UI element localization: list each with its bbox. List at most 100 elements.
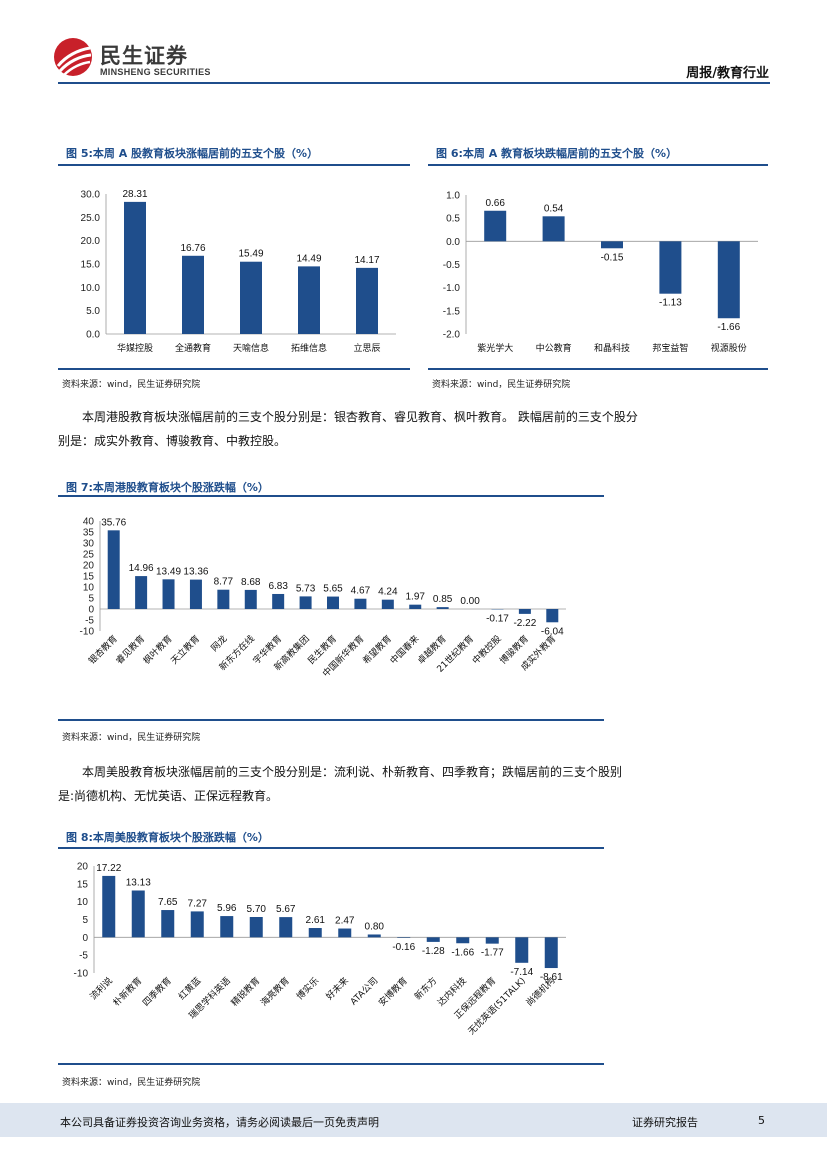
fig7-bar [436, 607, 449, 609]
fig8-bar [102, 875, 116, 938]
fig8-bar [338, 928, 352, 938]
page-number: 5 [758, 1114, 765, 1127]
fig6-bar [659, 241, 682, 294]
fig8-data-label: 5.96 [217, 903, 237, 914]
fig6-category-label: 和晶科技 [594, 342, 630, 354]
fig5-category-label: 立思辰 [353, 342, 380, 354]
fig5-data-label: 16.76 [180, 243, 205, 254]
fig7-bar [135, 576, 148, 609]
fig7-data-label: 13.49 [156, 566, 181, 577]
fig7-bar [518, 609, 531, 614]
fig7-bottom-rule [58, 719, 604, 721]
fig8-source: 资料来源：wind，民生证券研究院 [62, 1078, 201, 1088]
fig8-bar [544, 937, 558, 969]
footer-bar: 本公司具备证券投资咨询业务资格，请务必阅读最后一页免责声明 证券研究报告 5 [0, 1103, 827, 1137]
fig6-title-rule [428, 164, 768, 166]
fig5-data-label: 15.49 [238, 249, 263, 260]
fig7-data-label: 6.83 [268, 581, 288, 592]
header-rule [58, 82, 770, 84]
fig6-ytick-label: 0.5 [446, 214, 460, 225]
fig7-title: 图 7:本周港股教育板块个股涨跌幅（%） [66, 481, 269, 494]
fig5-bottom-rule [58, 368, 410, 370]
fig5-ytick-label: 25.0 [81, 213, 101, 224]
fig7-category-label: 希望教育 [360, 633, 394, 667]
fig7-data-label: 1.97 [406, 592, 426, 603]
fig8-data-label: 2.47 [335, 916, 355, 927]
fig8-bar [279, 917, 293, 938]
fig6-bar [717, 241, 740, 319]
fig7-ytick-label: 20 [83, 561, 95, 572]
fig5-bar [240, 261, 262, 334]
fig5-data-label: 14.17 [354, 255, 379, 266]
fig5-ytick-label: 30.0 [81, 190, 101, 201]
fig5-bar [124, 201, 146, 334]
paragraph-us-stocks: 本周美股教育板块涨幅居前的三支个股分别是：流利说、朴新教育、四季教育；跌幅居前的… [58, 765, 623, 803]
fig7-bar [546, 609, 559, 623]
fig6-ytick-label: -0.5 [443, 260, 461, 271]
fig7-bar [299, 596, 312, 609]
fig8-category-label: 红黄蓝 [176, 975, 204, 1003]
header: 民生证券 MINSHENG SECURITIES 周报/教育行业 [0, 0, 827, 90]
fig7-ytick-label: 30 [83, 539, 95, 550]
fig6-ytick-label: -1.0 [443, 283, 461, 294]
fig8-data-label: 13.13 [126, 878, 151, 889]
fig8-category-label: 新东方 [412, 975, 440, 1003]
fig5-ytick-label: 10.0 [81, 283, 101, 294]
fig5-bar [356, 267, 378, 334]
fig6-data-label: 0.54 [544, 203, 564, 214]
logo-mark-icon [54, 38, 92, 76]
fig7-data-label: 5.73 [296, 583, 316, 594]
fig8-data-label: -0.16 [392, 942, 415, 953]
fig5-ytick-label: 5.0 [86, 306, 100, 317]
fig8-bar [190, 911, 204, 938]
fig7-bar [381, 599, 394, 609]
fig6-bottom-rule [428, 368, 768, 370]
fig7-bar [244, 589, 257, 609]
fig5-title-rule [58, 164, 410, 166]
fig7-bar [189, 579, 202, 609]
fig7-ytick-label: 5 [88, 594, 94, 605]
fig7-ytick-label: 15 [83, 572, 95, 583]
fig7-ytick-label: 0 [88, 605, 94, 616]
fig7-data-label: 8.77 [214, 577, 234, 588]
fig8-ytick-label: 0 [82, 933, 88, 944]
fig8-data-label: 5.70 [247, 904, 267, 915]
fig8-data-label: -7.14 [510, 967, 533, 978]
footer-report-type: 证券研究报告 [632, 1116, 698, 1129]
report-section-title: 周报/教育行业 [686, 66, 769, 81]
fig6-data-label: -0.15 [601, 252, 624, 263]
fig7-data-label: -2.22 [513, 618, 536, 629]
fig8-category-label: 精锐教育 [228, 975, 262, 1009]
fig7-data-label: 0.85 [433, 594, 453, 605]
fig8-bar [426, 937, 440, 942]
fig8-bar [249, 917, 263, 938]
fig5-ytick-label: 0.0 [86, 330, 100, 341]
fig7-ytick-label: -5 [85, 616, 94, 627]
fig7-title-rule [58, 495, 604, 497]
fig7-bar [409, 604, 422, 609]
fig8-bar [515, 937, 529, 963]
fig7-data-label: 13.36 [183, 567, 208, 578]
fig7-ytick-label: 40 [83, 517, 95, 528]
fig8-data-label: 2.61 [306, 915, 326, 926]
fig7-bar [327, 596, 339, 609]
fig7-ytick-label: 35 [83, 528, 95, 539]
fig8-bar [161, 910, 175, 938]
fig7-data-label: 14.96 [129, 563, 154, 574]
fig8-data-label: -1.28 [422, 946, 445, 957]
fig6-title: 图 6:本周 A 教育板块跌幅居前的五支个股（%） [436, 147, 678, 160]
fig8-bar [131, 890, 145, 938]
fig7-data-label: 35.76 [101, 517, 126, 528]
fig7-category-label: 中教控股 [470, 633, 504, 667]
fig8-category-label: 流利说 [87, 975, 115, 1003]
fig6-category-label: 视源股份 [711, 342, 747, 354]
fig5-title: 图 5:本周 A 股教育板块涨幅居前的五支个股（%） [66, 147, 319, 160]
fig7-category-label: 天立教育 [168, 633, 202, 667]
fig8-ytick-label: -5 [79, 951, 88, 962]
fig7-bar [217, 589, 230, 609]
fig8-ytick-label: -10 [74, 969, 89, 980]
fig8-title: 图 8:本周美股教育板块个股涨跌幅（%） [66, 831, 269, 844]
fig5-bar [182, 255, 204, 334]
fig6-bar [601, 241, 623, 249]
